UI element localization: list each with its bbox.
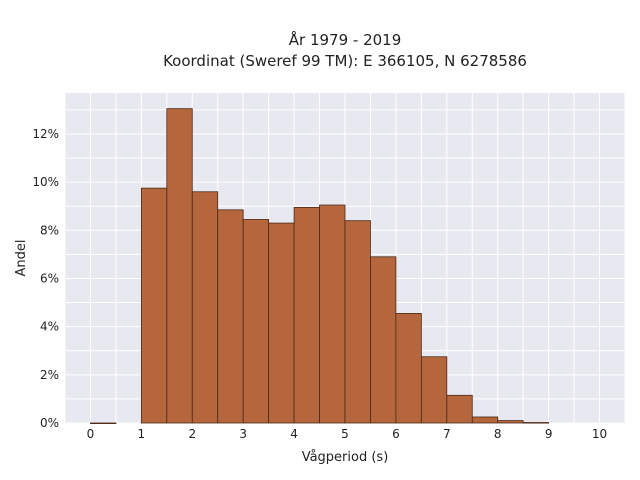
- histogram-bar: [268, 222, 295, 424]
- x-tick-label: 4: [290, 427, 298, 441]
- histogram-bar: [497, 420, 524, 424]
- x-tick-label: 6: [392, 427, 400, 441]
- y-tick-label: 2%: [40, 368, 59, 382]
- histogram-bar: [471, 416, 499, 424]
- histogram-bar: [191, 191, 219, 424]
- histogram-bar: [395, 313, 422, 424]
- x-tick-label: 9: [545, 427, 553, 441]
- histogram-bar: [90, 422, 117, 424]
- x-tick-label: 5: [341, 427, 349, 441]
- y-tick-label: 12%: [32, 127, 59, 141]
- y-tick-label: 4%: [40, 320, 59, 334]
- x-tick-label: 8: [494, 427, 502, 441]
- histogram-bar: [293, 207, 320, 424]
- chart-title-line-2: Koordinat (Sweref 99 TM): E 366105, N 62…: [163, 52, 527, 70]
- y-axis-label: Andel: [14, 240, 29, 277]
- y-tick-label: 6%: [40, 271, 59, 285]
- histogram-bar: [319, 204, 346, 424]
- x-tick-label: 3: [239, 427, 247, 441]
- x-tick-label: 1: [138, 427, 146, 441]
- histogram-bar: [446, 394, 473, 424]
- histogram-bar: [242, 219, 270, 424]
- y-tick-label: 0%: [40, 416, 59, 430]
- histogram-bar: [344, 220, 371, 424]
- histogram-bar: [140, 187, 168, 424]
- x-tick-label: 10: [592, 427, 607, 441]
- histogram-bar: [166, 108, 193, 424]
- histogram-bar: [370, 256, 397, 424]
- x-tick-label: 2: [188, 427, 196, 441]
- x-axis-label: Vågperiod (s): [302, 450, 389, 465]
- chart-title-line-1: År 1979 - 2019: [289, 30, 402, 49]
- histogram-bar: [522, 422, 550, 424]
- x-tick-labels: 0 1 2 3 4 5 6 7 8 9 10: [87, 427, 608, 441]
- bars: [90, 108, 550, 424]
- y-tick-label: 10%: [32, 175, 59, 189]
- histogram-bar: [217, 209, 244, 424]
- y-tick-label: 8%: [40, 223, 59, 237]
- x-tick-label: 0: [87, 427, 95, 441]
- histogram-bar: [420, 356, 448, 424]
- x-tick-label: 7: [443, 427, 451, 441]
- y-tick-labels: 0% 2% 4% 6% 8% 10% 12%: [32, 127, 59, 430]
